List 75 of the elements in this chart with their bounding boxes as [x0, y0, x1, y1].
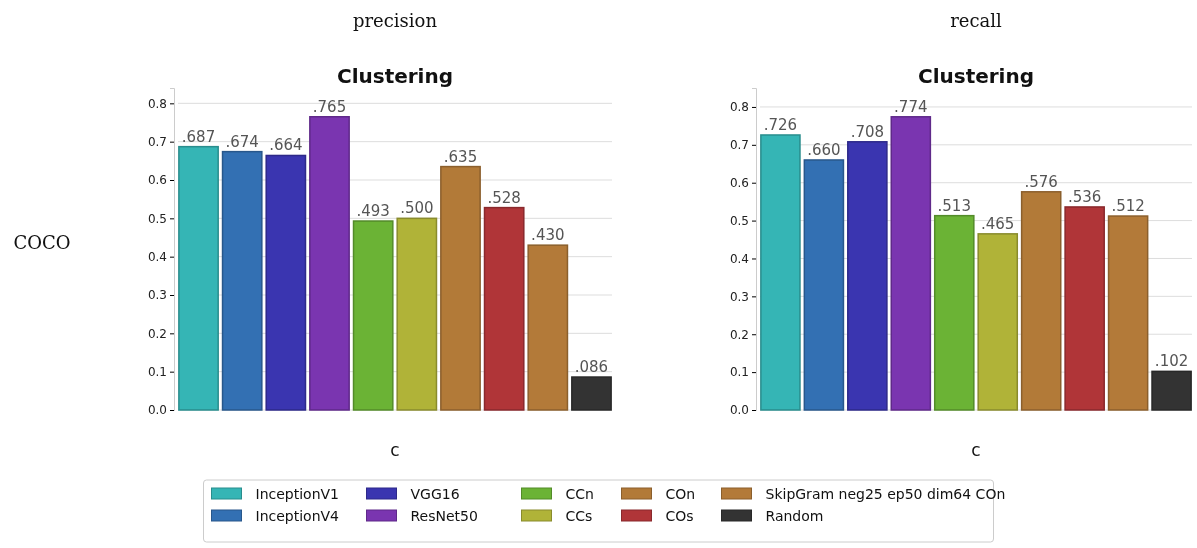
bar: [352, 220, 394, 411]
data-label: .765: [312, 97, 347, 116]
bar: [221, 150, 263, 411]
data-label: .687: [181, 127, 216, 146]
bar: [440, 165, 481, 411]
data-label: .430: [531, 226, 565, 245]
data-label: .774: [894, 97, 928, 116]
legend-label: COn: [665, 486, 696, 502]
bar: [1107, 215, 1149, 411]
y-tick-label: 0.4: [729, 251, 749, 266]
data-label: .536: [1067, 187, 1102, 206]
y-tick-label: 0.1: [147, 365, 167, 380]
bar: [527, 244, 569, 411]
x-tick-label: c: [390, 440, 400, 460]
bar: [571, 376, 612, 411]
bar: [1020, 191, 1062, 411]
bar: [265, 154, 307, 411]
bar: [977, 233, 1019, 411]
data-label: .576: [1024, 172, 1058, 191]
y-tick-label: 0.7: [729, 138, 749, 153]
bar: [933, 214, 975, 411]
data-label: .708: [850, 122, 885, 141]
data-label: .086: [574, 358, 609, 377]
y-tick-label: 0.4: [147, 250, 167, 265]
chart-subtitle: precision: [352, 10, 438, 31]
bar: [1064, 206, 1105, 411]
bar: [309, 116, 350, 411]
bar: [178, 145, 219, 411]
y-tick-label: 0.6: [147, 173, 167, 188]
legend-label: SkipGram neg25 ep50 dim64 COn: [765, 486, 1006, 502]
bar: [803, 159, 845, 411]
y-tick-label: 0.5: [729, 213, 749, 228]
data-label: .528: [487, 188, 521, 207]
bar: [760, 134, 801, 411]
y-tick-label: 0.0: [147, 403, 167, 418]
y-tick-label: 0.0: [729, 403, 749, 418]
y-tick-label: 0.2: [147, 326, 167, 341]
data-label: .493: [356, 202, 390, 221]
bar: [396, 217, 438, 411]
data-label: .102: [1154, 352, 1189, 371]
data-label: .500: [400, 199, 434, 218]
legend-label: ResNet50: [410, 508, 478, 524]
y-axis-title: COCO: [13, 232, 71, 253]
data-label: .726: [763, 115, 798, 134]
data-label: .664: [269, 136, 303, 155]
chart-subtitle: recall: [950, 10, 1003, 31]
y-tick-label: 0.3: [147, 288, 167, 303]
bar: [483, 206, 525, 411]
data-label: .660: [807, 140, 841, 159]
data-label: .635: [443, 147, 478, 166]
y-tick-label: 0.8: [147, 96, 167, 111]
bar: [890, 116, 932, 411]
legend-label: CCn: [565, 486, 594, 502]
data-label: .513: [937, 196, 971, 215]
data-label: .674: [225, 132, 259, 151]
y-tick-label: 0.3: [729, 289, 749, 304]
chart-title: Clustering: [336, 64, 454, 88]
legend-label: InceptionV4: [255, 508, 340, 524]
bar: [847, 141, 888, 411]
y-tick-label: 0.2: [729, 327, 749, 342]
bar: [1151, 370, 1192, 411]
data-label: .512: [1111, 197, 1145, 216]
legend-label: CCs: [565, 508, 593, 524]
chart-title: Clustering: [917, 64, 1035, 88]
legend-label: VGG16: [410, 486, 460, 502]
y-tick-label: 0.8: [729, 100, 749, 115]
x-tick-label: c: [971, 440, 981, 460]
y-tick-label: 0.1: [729, 365, 749, 380]
legend-label: InceptionV1: [255, 486, 340, 502]
y-tick-label: 0.5: [147, 211, 167, 226]
y-tick-label: 0.7: [147, 135, 167, 150]
y-tick-label: 0.6: [729, 176, 749, 191]
legend-label: Random: [765, 508, 824, 524]
legend-label: COs: [665, 508, 694, 524]
data-label: .465: [981, 214, 1015, 233]
